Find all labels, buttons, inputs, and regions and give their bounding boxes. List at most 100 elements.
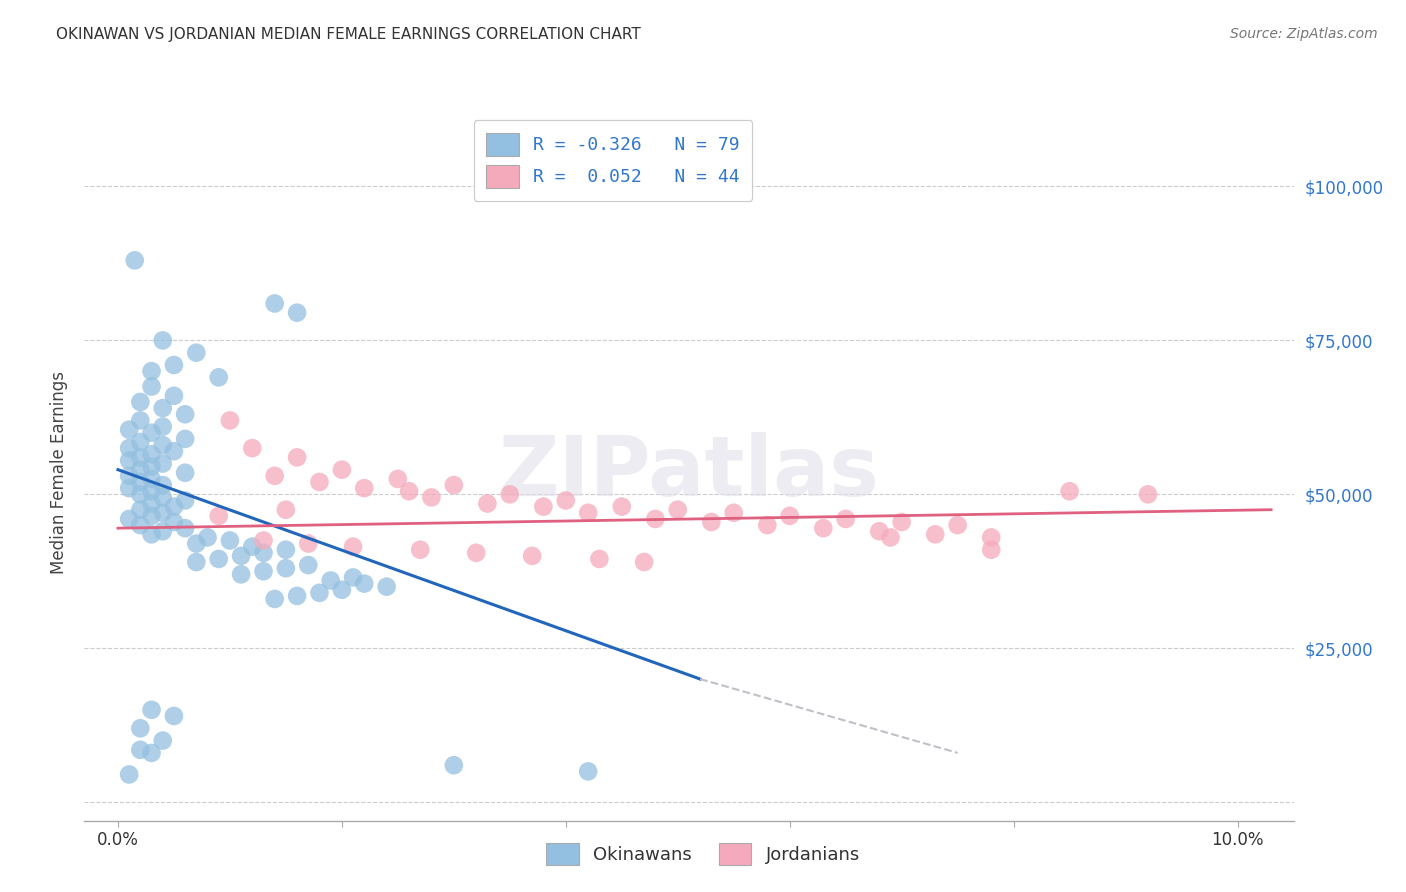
Point — [197, 530, 219, 544]
Point — [353, 576, 375, 591]
Point — [868, 524, 890, 539]
Point — [129, 502, 152, 516]
Point — [163, 444, 186, 458]
Point — [152, 506, 174, 520]
Point — [980, 542, 1002, 557]
Point — [152, 457, 174, 471]
Text: Source: ZipAtlas.com: Source: ZipAtlas.com — [1230, 27, 1378, 41]
Point — [285, 589, 308, 603]
Point — [263, 296, 285, 310]
Point — [129, 721, 152, 735]
Point — [208, 552, 231, 566]
Point — [141, 497, 163, 511]
Point — [152, 401, 174, 416]
Legend: R = -0.326   N = 79, R =  0.052   N = 44: R = -0.326 N = 79, R = 0.052 N = 44 — [474, 120, 752, 201]
Point — [813, 521, 835, 535]
Point — [779, 508, 801, 523]
Point — [141, 364, 163, 378]
Point — [409, 542, 432, 557]
Text: OKINAWAN VS JORDANIAN MEDIAN FEMALE EARNINGS CORRELATION CHART: OKINAWAN VS JORDANIAN MEDIAN FEMALE EARN… — [56, 27, 641, 42]
Point — [330, 582, 353, 597]
Point — [263, 468, 285, 483]
Point — [152, 419, 174, 434]
Point — [531, 500, 554, 514]
Point — [443, 758, 465, 772]
Point — [129, 487, 152, 501]
Point — [274, 502, 297, 516]
Point — [141, 484, 163, 499]
Point — [124, 253, 146, 268]
Point — [163, 515, 186, 529]
Point — [229, 567, 252, 582]
Point — [644, 512, 666, 526]
Point — [353, 481, 375, 495]
Point — [263, 592, 285, 607]
Point — [219, 413, 242, 427]
Point — [163, 358, 186, 372]
Point — [118, 468, 141, 483]
Point — [129, 475, 152, 489]
Point — [576, 506, 599, 520]
Point — [879, 530, 901, 544]
Point — [240, 540, 263, 554]
Point — [342, 570, 364, 584]
Point — [219, 533, 242, 548]
Point — [141, 472, 163, 486]
Text: ZIPatlas: ZIPatlas — [499, 433, 879, 513]
Point — [129, 743, 152, 757]
Point — [118, 481, 141, 495]
Point — [252, 546, 274, 560]
Point — [890, 515, 912, 529]
Point — [186, 345, 208, 359]
Point — [240, 441, 263, 455]
Point — [588, 552, 610, 566]
Point — [330, 463, 353, 477]
Point — [477, 497, 499, 511]
Point — [700, 515, 723, 529]
Point — [274, 542, 297, 557]
Point — [576, 764, 599, 779]
Point — [152, 334, 174, 348]
Point — [141, 379, 163, 393]
Point — [946, 518, 969, 533]
Point — [129, 518, 152, 533]
Point — [1059, 484, 1081, 499]
Point — [152, 524, 174, 539]
Point — [174, 407, 197, 421]
Point — [208, 508, 231, 523]
Point — [229, 549, 252, 563]
Point — [285, 450, 308, 465]
Point — [118, 441, 141, 455]
Point — [252, 533, 274, 548]
Point — [499, 487, 522, 501]
Point — [141, 459, 163, 474]
Point — [297, 558, 319, 573]
Point — [342, 540, 364, 554]
Point — [141, 425, 163, 440]
Point — [208, 370, 231, 384]
Point — [141, 508, 163, 523]
Point — [633, 555, 655, 569]
Point — [118, 423, 141, 437]
Point — [174, 432, 197, 446]
Point — [834, 512, 856, 526]
Point — [129, 413, 152, 427]
Point — [285, 306, 308, 320]
Legend: Okinawans, Jordanians: Okinawans, Jordanians — [537, 834, 869, 874]
Point — [756, 518, 779, 533]
Point — [319, 574, 342, 588]
Point — [308, 586, 330, 600]
Point — [924, 527, 946, 541]
Point — [387, 472, 409, 486]
Point — [152, 438, 174, 452]
Point — [141, 746, 163, 760]
Point — [163, 389, 186, 403]
Point — [465, 546, 488, 560]
Point — [174, 466, 197, 480]
Point — [141, 527, 163, 541]
Point — [186, 555, 208, 569]
Point — [554, 493, 576, 508]
Point — [398, 484, 420, 499]
Point — [420, 491, 443, 505]
Point — [129, 434, 152, 449]
